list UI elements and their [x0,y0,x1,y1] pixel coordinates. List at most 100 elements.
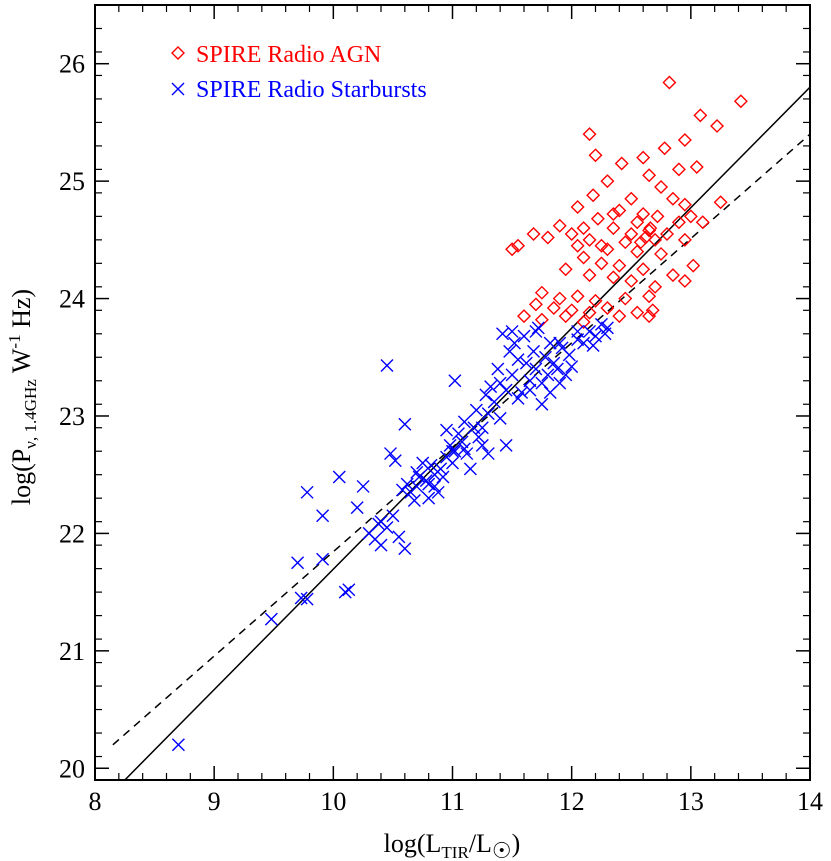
starburst-point [264,612,278,626]
starburst-point [431,485,445,499]
agn-point [570,238,585,253]
starburst-point [505,324,519,338]
y-tick-label: 26 [59,50,85,79]
starburst-point [428,479,442,493]
starburst-point [541,368,555,382]
starburst-point [583,324,597,338]
agn-point [650,209,665,224]
starburst-point [535,397,549,411]
starburst-point [586,339,600,353]
agn-point [588,293,603,308]
starburst-point [386,509,400,523]
agn-point [642,309,657,324]
starburst-point [407,494,421,508]
agn-point [612,309,627,324]
starburst-point [529,324,543,338]
agn-point [657,141,672,156]
agn-point [505,242,520,257]
agn-point [624,191,639,206]
starburst-point [416,456,430,470]
starburst-point [374,538,388,552]
y-tick-label: 22 [59,519,85,548]
agn-point [633,235,648,250]
starburst-point [523,374,537,388]
agn-point [683,209,698,224]
starburst-point [419,474,433,488]
starburst-point [475,421,489,435]
agn-point [660,226,674,241]
starburst-point [571,324,585,338]
agn-point [582,232,597,247]
agn-point [526,226,541,241]
agn-point [733,94,748,109]
agn-point [618,235,633,250]
starburst-point [481,447,495,461]
starburst-point [374,515,388,529]
agn-point [576,221,591,236]
agn-point [686,258,701,273]
agn-point [618,291,633,306]
plot-area [94,4,811,781]
y-axis-title: log(Pν, 1.4GHz W-1 Hz) [5,289,40,505]
agn-point [570,289,585,304]
starburst-point [550,362,564,376]
starburst-point [517,329,531,343]
x-tick-label: 13 [678,787,704,816]
agn-point [636,207,651,222]
agn-point [612,258,627,273]
starburst-point [479,388,493,402]
starburst-point [529,362,543,376]
starburst-point [291,556,305,570]
agn-point [552,291,567,306]
fit-line-solid [124,86,810,780]
starburst-point [484,380,498,394]
starburst-point [527,344,541,358]
starburst-point [398,542,412,556]
legend-item-agn: SPIRE Radio AGN [171,42,381,68]
agn-point [586,188,601,203]
legend-item-starbursts: SPIRE Radio Starbursts [171,77,427,103]
agn-point [540,230,555,245]
starburst-point [519,356,533,370]
starburst-point [457,415,471,429]
starburst-point [395,483,409,497]
starburst-point [356,479,370,493]
agn-point [677,133,692,148]
agn-point [693,108,708,123]
agn-point [654,180,669,194]
starburst-point [422,491,436,505]
fit-line-dashed [112,133,810,746]
starburst-point [535,376,549,390]
agn-point [612,203,627,218]
starburst-point [562,348,576,362]
x-tick-label: 8 [89,787,102,816]
agn-point [552,218,567,233]
starburst-point [332,470,346,484]
agn-point [710,118,725,133]
starburst-point [392,530,406,544]
agn-point [671,215,686,230]
starburst-point [493,376,507,390]
starburst-point [543,386,557,399]
agn-point [588,148,603,163]
x-tick-label: 10 [320,787,346,816]
starburst-point [398,417,412,431]
y-tick-label: 25 [59,167,85,196]
agn-point [665,191,680,206]
starburst-point [538,350,552,364]
starburst-point [457,442,471,456]
agn-point [558,262,573,277]
starburst-point [300,485,314,499]
starburst-point [424,458,438,472]
y-tick-label: 21 [59,637,85,666]
starburst-point [543,336,557,350]
starburst-point [481,407,495,421]
starburst-point [559,368,573,382]
legend-marker-x [171,82,185,96]
agn-point [671,162,686,177]
agn-point [594,238,609,253]
agn-point [576,250,591,265]
agn-point [606,270,621,285]
starburst-point [493,411,507,425]
